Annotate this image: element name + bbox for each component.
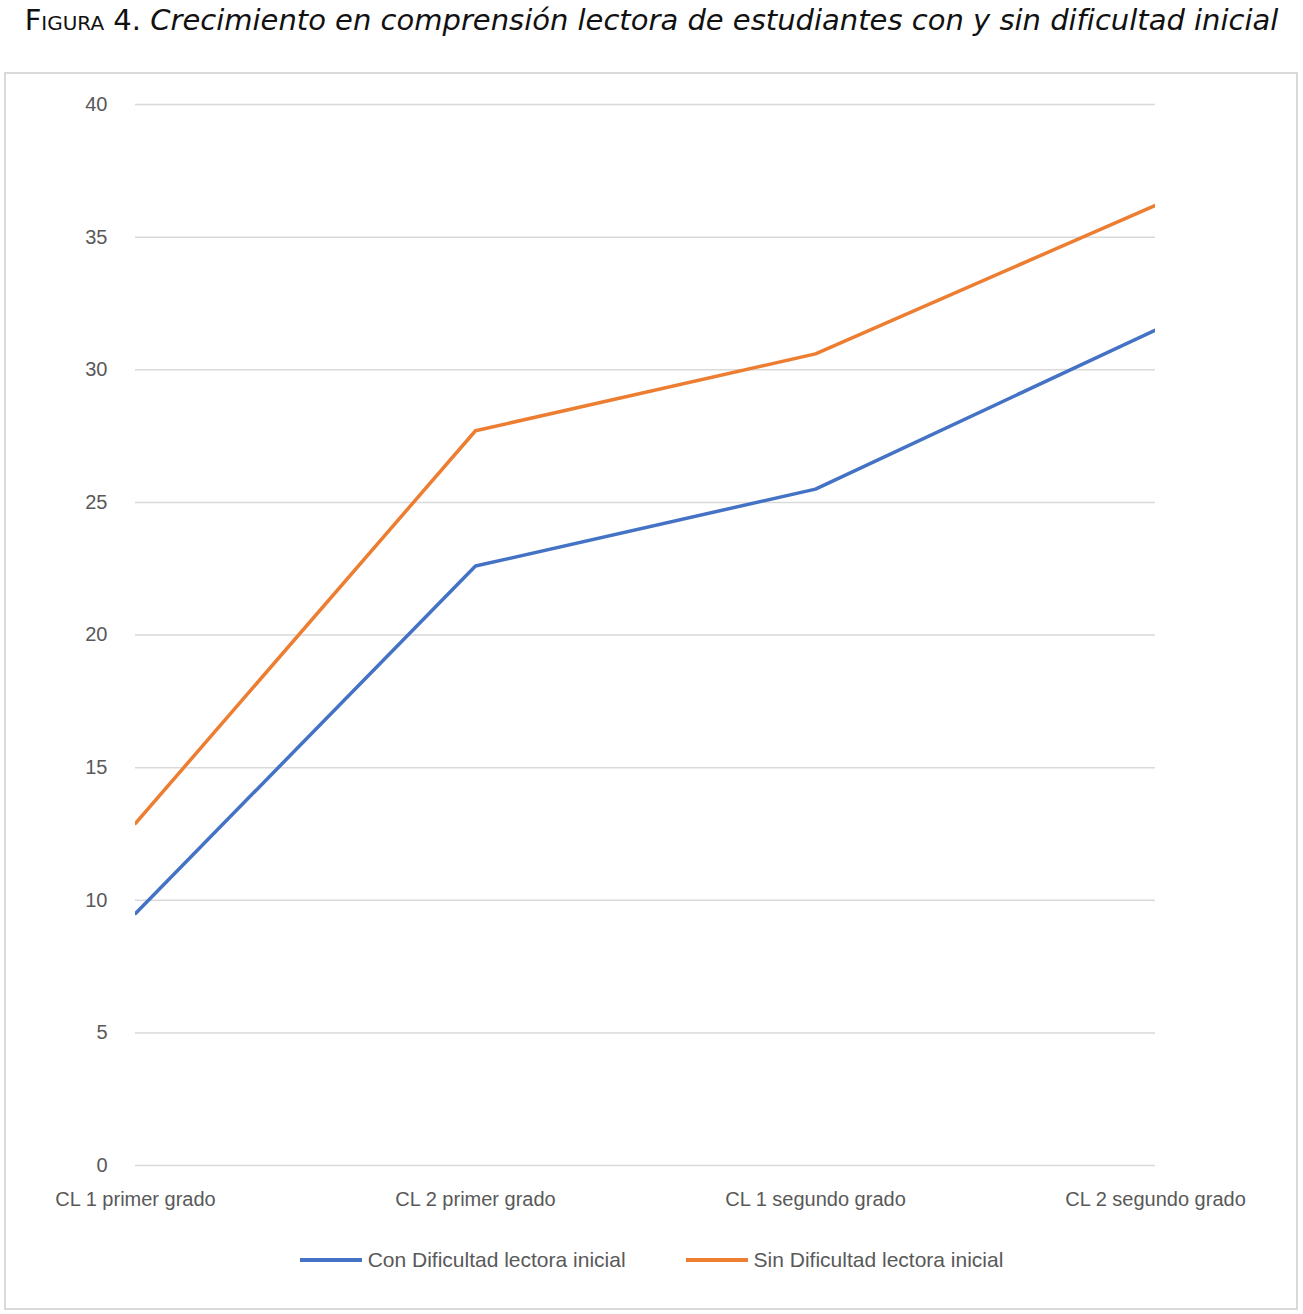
html-text:Con Dificultad lectora inicial: Con Dificultad lectora inicial	[367, 1248, 626, 1271]
svg-text:20: 20	[85, 623, 107, 645]
svg-text:0: 0	[96, 1154, 107, 1176]
html-text:Sin Dificultad lectora inicial: Sin Dificultad lectora inicial	[753, 1248, 1004, 1271]
svg-text:30: 30	[85, 358, 107, 380]
svg-text:CL 2 segundo grado: CL 2 segundo grado	[1065, 1188, 1246, 1210]
svg-text:5: 5	[96, 1021, 107, 1043]
svg-text:25: 25	[85, 491, 107, 513]
html-text:Figura 4. Crecimiento en compr: Figura 4. Crecimiento en comprensión lec…	[24, 3, 1279, 37]
svg-text:CL 2 primer grado: CL 2 primer grado	[395, 1188, 555, 1210]
svg-text:35: 35	[85, 226, 107, 248]
svg-text:CL 1 segundo grado: CL 1 segundo grado	[725, 1188, 906, 1210]
svg-text:15: 15	[85, 756, 107, 778]
svg-text:40: 40	[85, 93, 107, 115]
svg-text:CL 1 primer grado: CL 1 primer grado	[55, 1188, 215, 1210]
svg-text:10: 10	[85, 889, 107, 911]
